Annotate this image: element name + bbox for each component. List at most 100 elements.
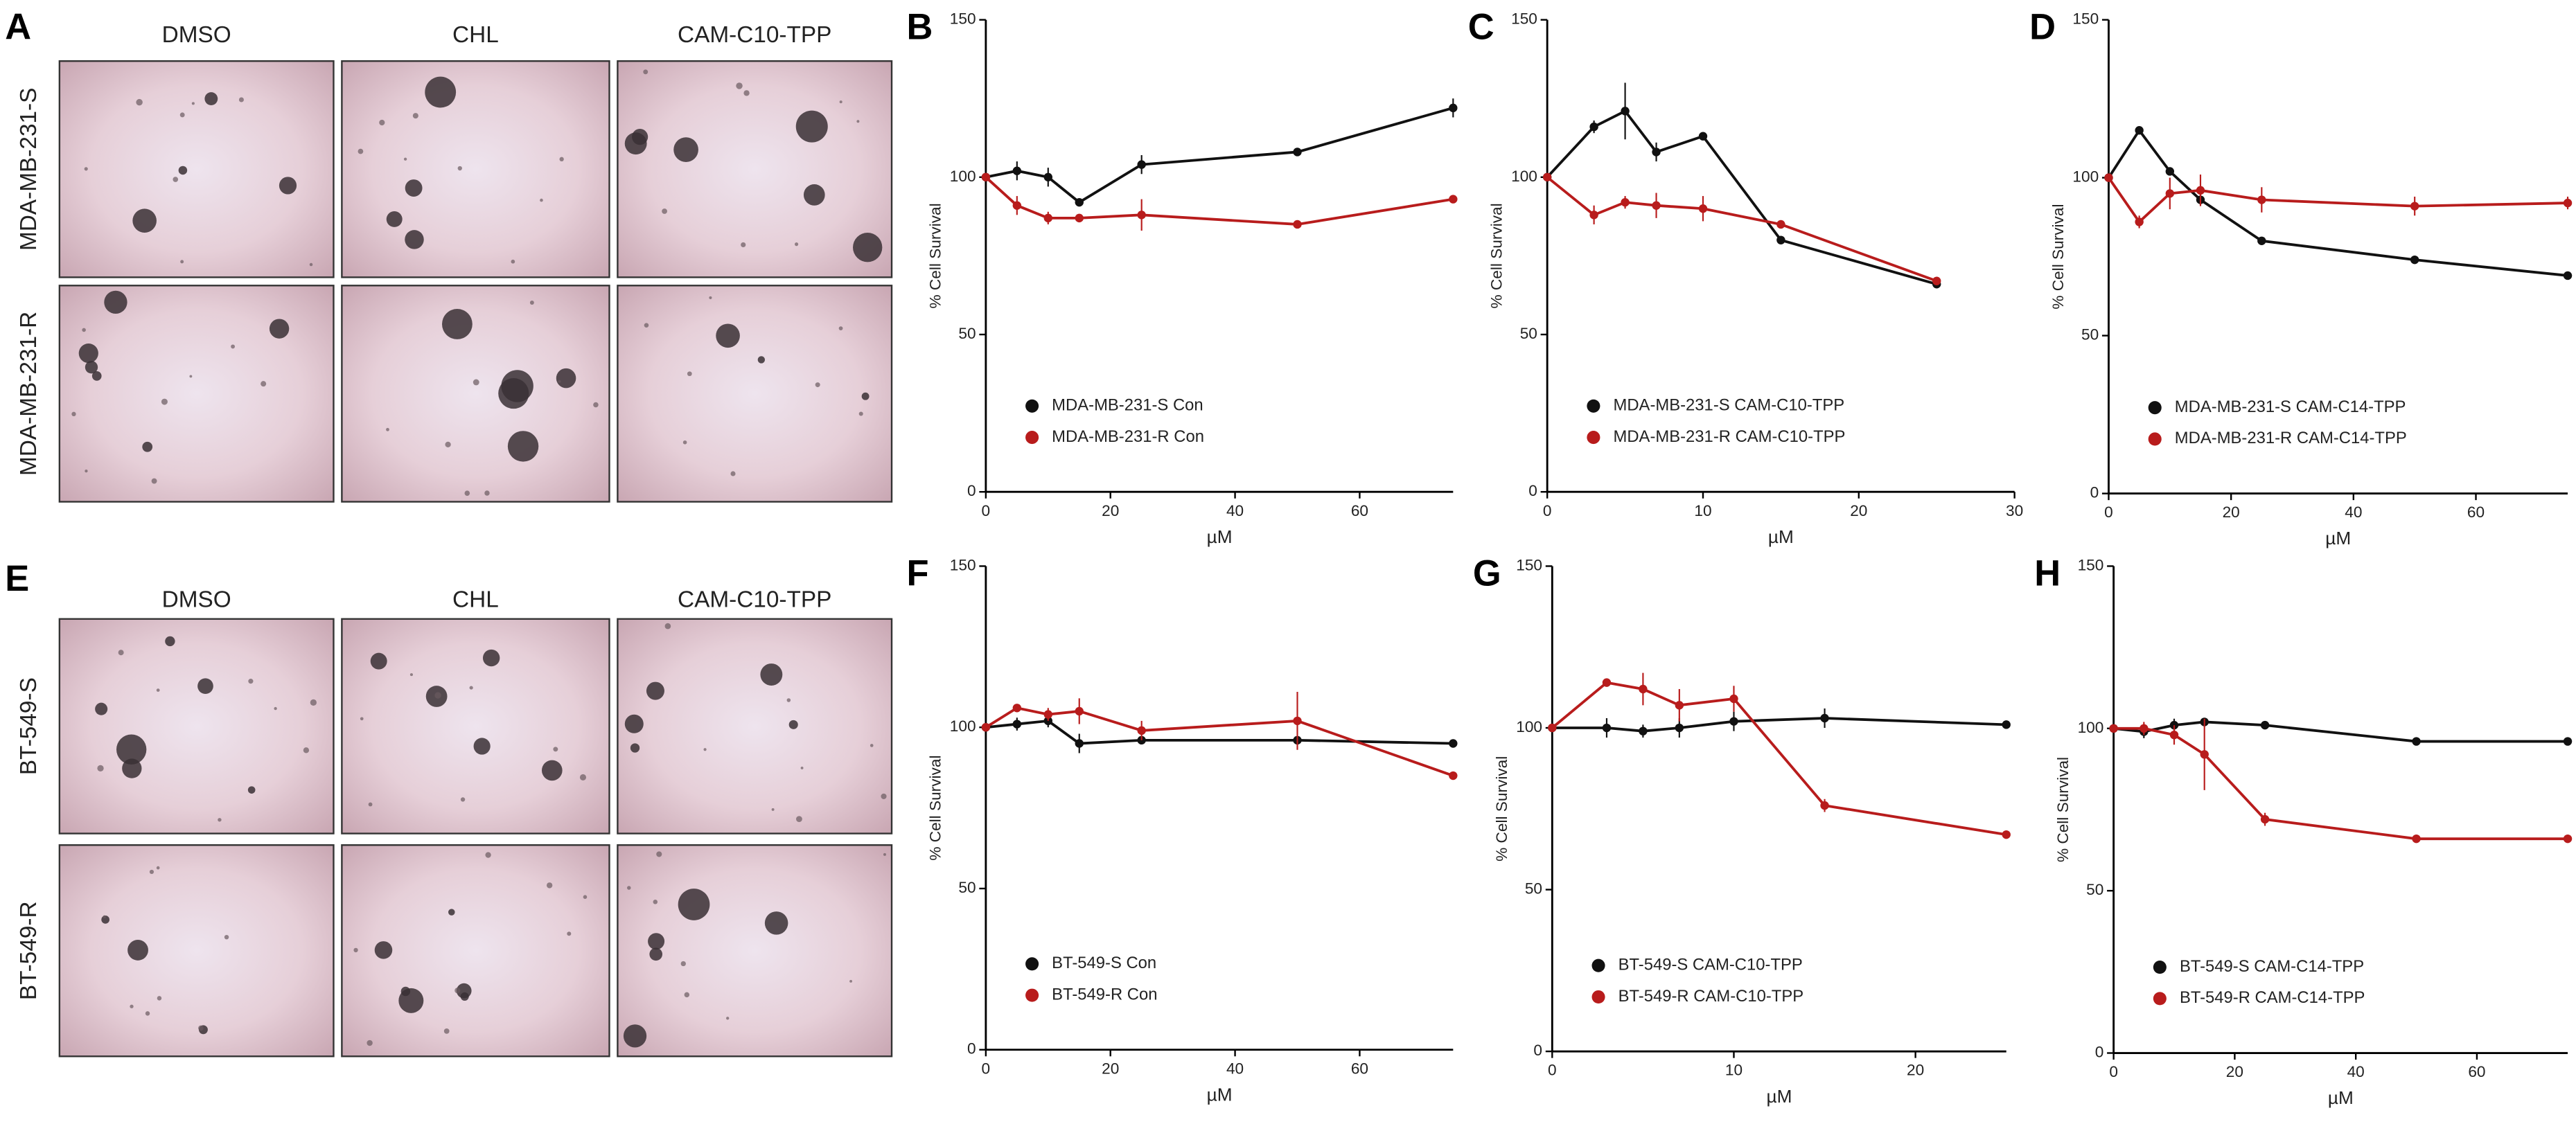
colony <box>448 909 455 916</box>
debris <box>730 471 736 476</box>
y-tick-label: 100 <box>2072 168 2099 186</box>
legend-label: BT-549-R Con <box>1052 985 1157 1003</box>
debris <box>85 469 88 473</box>
column-header: CHL <box>452 22 499 48</box>
data-point <box>2563 834 2573 844</box>
data-point <box>2140 724 2149 733</box>
data-point <box>1012 704 1022 713</box>
colony <box>861 392 870 400</box>
colony <box>541 760 563 781</box>
legend-marker <box>2153 992 2167 1006</box>
debris <box>360 717 364 721</box>
data-point <box>1675 723 1684 733</box>
data-point <box>1137 160 1146 169</box>
data-point <box>1542 172 1552 181</box>
debris <box>736 82 743 89</box>
data-point <box>1698 204 1708 213</box>
series-line <box>1546 109 1937 286</box>
data-point <box>1820 801 1829 810</box>
colony <box>623 1024 647 1048</box>
debris <box>309 262 313 267</box>
legend-marker <box>1591 958 1605 972</box>
y-tick-label: 0 <box>967 482 976 499</box>
column-header: DMSO <box>162 587 231 612</box>
data-point <box>1639 684 1648 694</box>
debris <box>434 692 441 699</box>
debris <box>443 1028 450 1034</box>
debris <box>103 915 107 919</box>
colony <box>425 76 457 108</box>
y-tick-label: 150 <box>950 556 976 573</box>
debris <box>156 688 160 692</box>
debris <box>870 744 874 747</box>
y-tick-label: 50 <box>958 879 976 896</box>
y-tick-label: 100 <box>950 717 976 735</box>
y-tick-label: 150 <box>950 10 976 28</box>
debris <box>412 113 418 119</box>
data-point <box>1043 213 1052 223</box>
colony <box>853 233 883 262</box>
debris <box>484 490 490 496</box>
y-tick-label: 100 <box>950 168 976 185</box>
legend-marker <box>1587 431 1600 445</box>
x-tick-label: 60 <box>1351 1060 1368 1077</box>
data-point <box>2169 730 2179 740</box>
data-point <box>1449 103 1458 113</box>
data-point <box>1293 716 1302 726</box>
data-point <box>1675 701 1684 710</box>
colony <box>127 939 148 961</box>
data-point <box>2257 195 2266 204</box>
debris <box>709 296 712 299</box>
x-tick-label: 40 <box>2347 1063 2365 1080</box>
debris <box>180 260 184 264</box>
debris <box>800 766 804 769</box>
debris <box>238 97 244 102</box>
colony <box>788 720 798 729</box>
data-point <box>1776 220 1785 229</box>
legend-label: BT-549-S CAM-C10-TPP <box>1618 956 1803 974</box>
debris <box>358 148 364 154</box>
debris <box>627 886 631 890</box>
y-tick-label: 0 <box>967 1040 976 1058</box>
data-point <box>2257 236 2266 245</box>
data-point <box>2563 271 2573 280</box>
x-tick-label: 0 <box>2109 1063 2118 1080</box>
data-point <box>1621 107 1630 116</box>
x-tick-label: 20 <box>1850 502 1867 519</box>
debris <box>161 398 168 405</box>
legend-marker <box>1587 399 1600 413</box>
colony <box>142 441 153 452</box>
legend-label: MDA-MB-231-R CAM-C10-TPP <box>1614 427 1846 446</box>
micrograph <box>617 618 893 835</box>
x-tick-label: 10 <box>1694 502 1711 519</box>
debris <box>460 797 466 802</box>
x-tick-label: 40 <box>2345 503 2362 521</box>
data-point <box>2410 202 2419 211</box>
colony <box>405 179 423 197</box>
data-point <box>2104 173 2113 182</box>
data-point <box>2410 255 2419 265</box>
colony <box>482 649 500 667</box>
x-tick-label: 40 <box>1226 1060 1244 1077</box>
debris <box>173 177 179 182</box>
data-point <box>1820 713 1829 723</box>
x-tick-label: 0 <box>982 1060 991 1077</box>
data-point <box>1548 723 1557 733</box>
data-point <box>1043 710 1052 719</box>
debris <box>151 478 157 484</box>
data-point <box>1602 723 1612 733</box>
data-point <box>1602 678 1612 687</box>
data-point <box>1698 132 1708 141</box>
micrograph <box>58 285 335 503</box>
colony <box>556 368 576 389</box>
y-tick-label: 0 <box>2090 484 2099 501</box>
debris <box>664 623 671 630</box>
debris <box>149 869 155 875</box>
debris <box>189 375 193 378</box>
y-tick-label: 50 <box>2086 881 2103 898</box>
x-tick-label: 40 <box>1226 502 1244 519</box>
debris <box>839 100 843 104</box>
legend-label: BT-549-R CAM-C10-TPP <box>1618 987 1803 1006</box>
colony <box>757 356 766 364</box>
debris <box>310 699 317 706</box>
